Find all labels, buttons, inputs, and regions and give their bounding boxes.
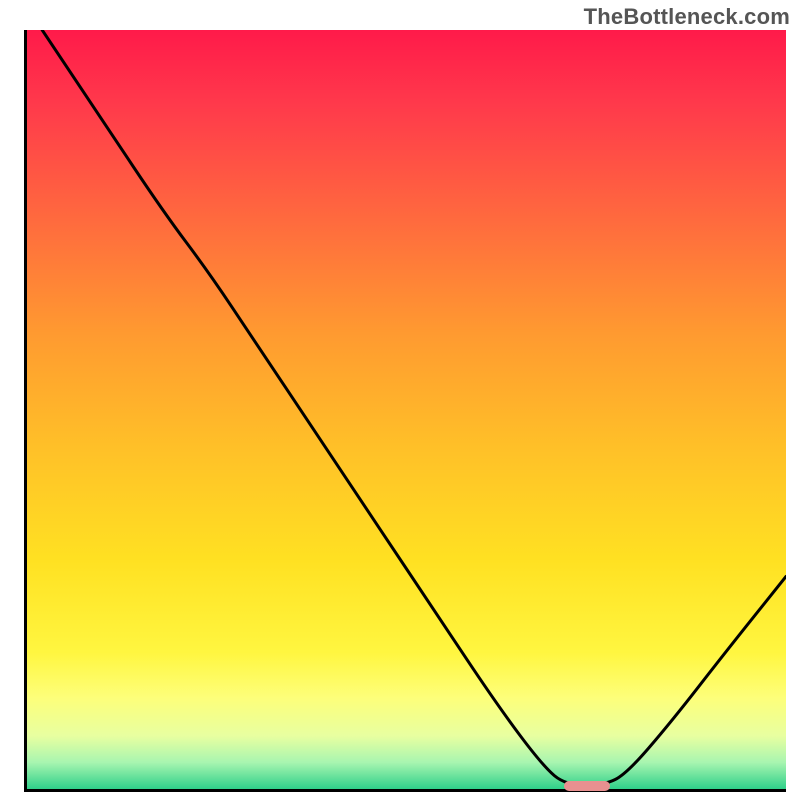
chart-container: TheBottleneck.com [0,0,800,800]
optimal-marker [564,781,610,792]
plot-area [24,30,786,792]
watermark-text: TheBottleneck.com [584,4,790,30]
bottleneck-curve [27,30,786,789]
